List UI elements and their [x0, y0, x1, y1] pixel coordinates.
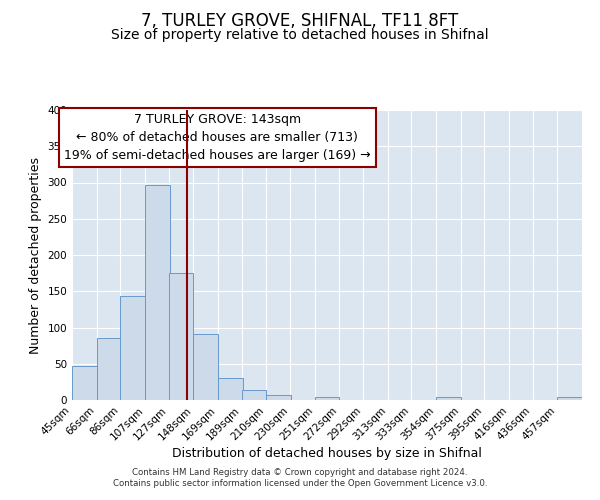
- Text: Size of property relative to detached houses in Shifnal: Size of property relative to detached ho…: [111, 28, 489, 42]
- Text: 7, TURLEY GROVE, SHIFNAL, TF11 8FT: 7, TURLEY GROVE, SHIFNAL, TF11 8FT: [142, 12, 458, 30]
- Text: Contains HM Land Registry data © Crown copyright and database right 2024.
Contai: Contains HM Land Registry data © Crown c…: [113, 468, 487, 487]
- Bar: [193, 334, 218, 400]
- Bar: [557, 397, 582, 400]
- Bar: [97, 338, 121, 400]
- Bar: [120, 296, 145, 400]
- Bar: [436, 397, 461, 400]
- Bar: [218, 378, 243, 400]
- Bar: [266, 395, 291, 400]
- Bar: [242, 390, 266, 400]
- Text: 7 TURLEY GROVE: 143sqm
← 80% of detached houses are smaller (713)
19% of semi-de: 7 TURLEY GROVE: 143sqm ← 80% of detached…: [64, 113, 371, 162]
- Bar: [314, 397, 340, 400]
- Y-axis label: Number of detached properties: Number of detached properties: [29, 156, 42, 354]
- Bar: [72, 366, 97, 400]
- Bar: [169, 273, 193, 400]
- Bar: [145, 186, 170, 400]
- X-axis label: Distribution of detached houses by size in Shifnal: Distribution of detached houses by size …: [172, 448, 482, 460]
